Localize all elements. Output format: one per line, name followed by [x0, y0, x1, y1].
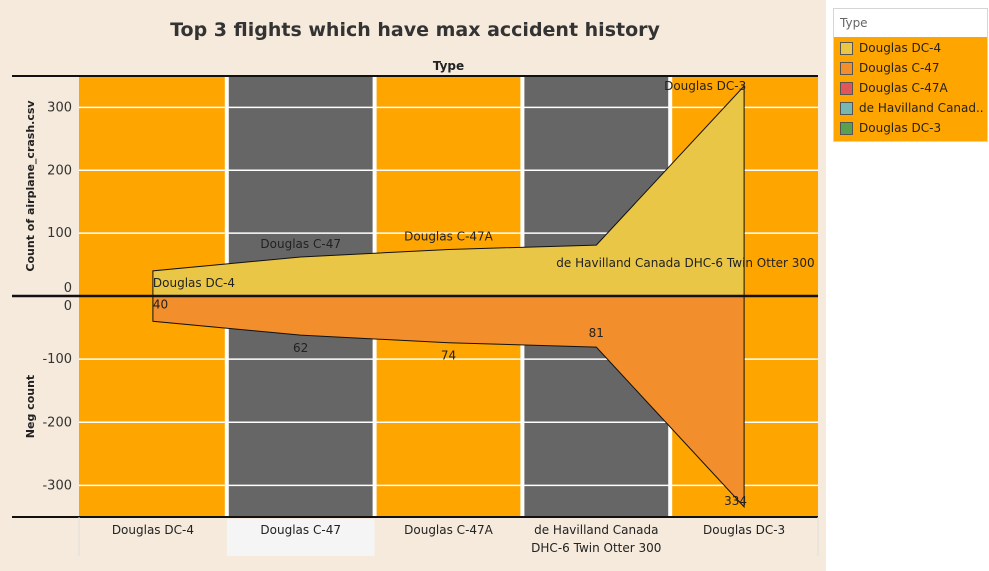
- legend-items: Douglas DC-4 Douglas C-47 Douglas C-47A …: [834, 37, 987, 141]
- data-label-top: Douglas C-47: [260, 237, 341, 251]
- data-label-bottom: 81: [589, 326, 604, 340]
- legend-swatch: [840, 121, 853, 135]
- category-label: Douglas DC-3: [703, 523, 785, 537]
- data-label-top: de Havilland Canada DHC-6 Twin Otter 300: [556, 256, 814, 270]
- data-label-bottom: 74: [441, 349, 456, 363]
- legend-label: Douglas C-47: [859, 61, 940, 75]
- data-label-bottom: 334: [724, 494, 747, 508]
- y-tick-label: 200: [47, 163, 72, 178]
- y-tick-label: 0: [64, 281, 72, 296]
- data-label-bottom: 40: [153, 297, 168, 311]
- upper-area: [152, 84, 745, 297]
- legend-item[interactable]: Douglas C-47: [834, 58, 987, 78]
- category-label: Douglas C-47: [260, 523, 341, 537]
- legend: Type Douglas DC-4 Douglas C-47 Douglas C…: [833, 8, 988, 142]
- data-label-top: Douglas DC-3: [664, 79, 746, 93]
- legend-item[interactable]: de Havilland Canad..: [834, 98, 987, 118]
- category-label: DHC-6 Twin Otter 300: [531, 541, 661, 555]
- category-label: Douglas DC-4: [112, 523, 194, 537]
- y-tick-label: -200: [42, 415, 72, 430]
- legend-title: Type: [834, 9, 987, 37]
- data-label-bottom: 62: [293, 341, 308, 355]
- chart-svg: Type 0 100 200 300 0 -100 -200 -300 Count of airp…: [12, 59, 819, 556]
- y-tick-label: 100: [47, 226, 72, 241]
- legend-swatch: [840, 41, 853, 55]
- category-label: Douglas C-47A: [404, 523, 494, 537]
- legend-label: de Havilland Canad..: [859, 101, 984, 115]
- chart-title: Top 3 flights which have max accident hi…: [170, 19, 660, 41]
- y-tick-label: 300: [47, 100, 72, 115]
- legend-item[interactable]: Douglas DC-4: [834, 38, 987, 58]
- legend-swatch: [840, 61, 853, 75]
- category-label: de Havilland Canada: [534, 523, 658, 537]
- data-label-top: Douglas C-47A: [404, 229, 494, 243]
- column-header: Type: [433, 59, 464, 73]
- legend-item[interactable]: Douglas DC-3: [834, 118, 987, 138]
- legend-label: Douglas C-47A: [859, 81, 948, 95]
- legend-label: Douglas DC-4: [859, 41, 942, 55]
- y-tick-label: -300: [42, 478, 72, 493]
- data-label-top: Douglas DC-4: [153, 276, 235, 290]
- y-tick-label: 0: [64, 299, 72, 314]
- legend-swatch: [840, 81, 853, 95]
- legend-item[interactable]: Douglas C-47A: [834, 78, 987, 98]
- y-axis-title-upper: Count of airplane_crash.csv: [24, 100, 37, 272]
- y-tick-label: -100: [42, 352, 72, 367]
- legend-label: Douglas DC-3: [859, 121, 942, 135]
- y-axis-title-lower: Neg count: [24, 375, 37, 438]
- lower-area: [152, 295, 745, 509]
- legend-swatch: [840, 101, 853, 115]
- category-highlight: [226, 519, 375, 556]
